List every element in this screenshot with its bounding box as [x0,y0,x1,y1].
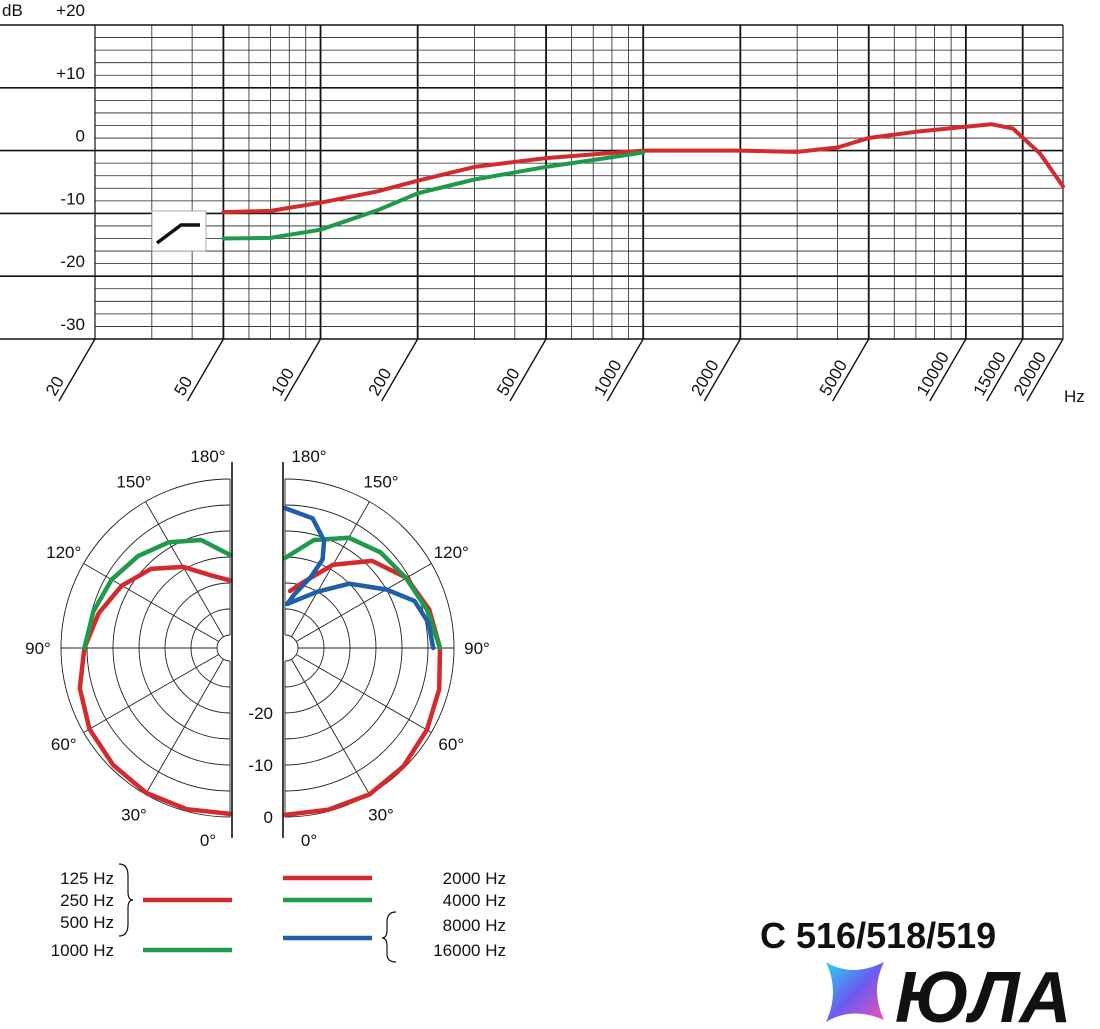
legend-label: 500 Hz [60,913,114,932]
logo-mark [826,962,884,1022]
x-tick-mark [186,338,225,402]
theta-tick-label: 30° [121,805,147,824]
theta-tick-label: 60° [438,735,464,754]
polar-spoke [296,654,432,733]
model-name: C 516/518/519 [760,915,996,956]
theta-tick-label: 90° [25,639,51,658]
legend: 125 Hz 250 Hz 500 Hz 1000 Hz 2000 Hz 4000 Hz 8… [51,869,506,960]
polar-line [282,535,443,651]
response-line [221,150,646,241]
polar-line [77,564,233,817]
x-tick-mark [606,338,644,402]
polar-spoke [83,563,219,642]
theta-tick-label: 120° [46,543,81,562]
theta-tick-label: 120° [434,543,469,562]
x-tick-mark [1026,338,1064,402]
theta-tick-label: 60° [51,735,77,754]
logo-text: ЮЛА [895,958,1071,1029]
filter-icon [155,223,200,245]
y-tick-label: +20 [56,1,85,20]
y-tick-label: -10 [60,189,85,208]
x-tick-label: 500 [493,365,524,399]
polar-spoke [291,659,370,795]
legend-label: 125 Hz [60,869,114,888]
x-tick-label: 50 [170,373,196,399]
legend-label: 16000 Hz [433,941,506,960]
y-tick-label: 0 [76,127,85,146]
polar-line [282,505,436,651]
r-tick-label: -20 [248,704,273,723]
theta-tick-label: 180° [291,447,326,466]
polar-line [82,537,233,651]
x-tick-mark [509,338,547,402]
x-tick-mark [703,338,741,402]
y-tick-label: +10 [56,64,85,83]
x-tick-label: 20000 [1010,349,1050,399]
theta-tick-label: 150° [363,473,398,492]
x-tick-mark [58,338,96,402]
y-tick-label: -20 [60,252,85,271]
response-line [221,122,1065,215]
theta-tick-label: 0° [301,831,317,850]
x-tick-mark [381,338,419,402]
x-tick-mark [929,338,967,402]
x-tick-label: 100 [268,365,299,399]
x-tick-mark [283,338,322,402]
polar-spoke [296,563,432,642]
theta-tick-label: 150° [116,473,151,492]
r-tick-label: 0 [264,808,273,827]
theta-tick-label: 90° [464,639,490,658]
x-tick-label: 15000 [970,349,1010,399]
legend-label: 2000 Hz [443,869,506,888]
polar-center [284,634,299,662]
polar-spoke [83,654,219,733]
r-tick-label: -10 [248,756,273,775]
polar-pattern: 0° 30° 60° 90° 120° 150° 180° 0° 30° 60° 90° 120° 15… [25,447,490,850]
legend-brace [118,863,134,937]
x-tick-label: 10000 [913,349,953,399]
y-axis-label: dB [2,1,23,20]
polar-center [216,634,231,662]
polar-spoke [145,659,224,795]
legend-label: 1000 Hz [51,941,114,960]
x-tick-mark [832,338,870,402]
theta-tick-label: 0° [200,831,216,850]
legend-label: 250 Hz [60,891,114,910]
legend-label: 4000 Hz [443,891,506,910]
legend-brace [381,911,397,963]
x-tick-mark [986,338,1024,402]
legend-label: 8000 Hz [443,916,506,935]
x-tick-label: 200 [365,365,396,399]
x-tick-label: 20 [42,373,68,399]
polar-spoke [291,501,370,637]
x-axis-label: Hz [1064,387,1085,406]
theta-tick-label: 30° [368,805,394,824]
filter-icon-box [151,210,207,252]
y-tick-label: -30 [60,315,85,334]
theta-tick-label: 180° [190,447,225,466]
